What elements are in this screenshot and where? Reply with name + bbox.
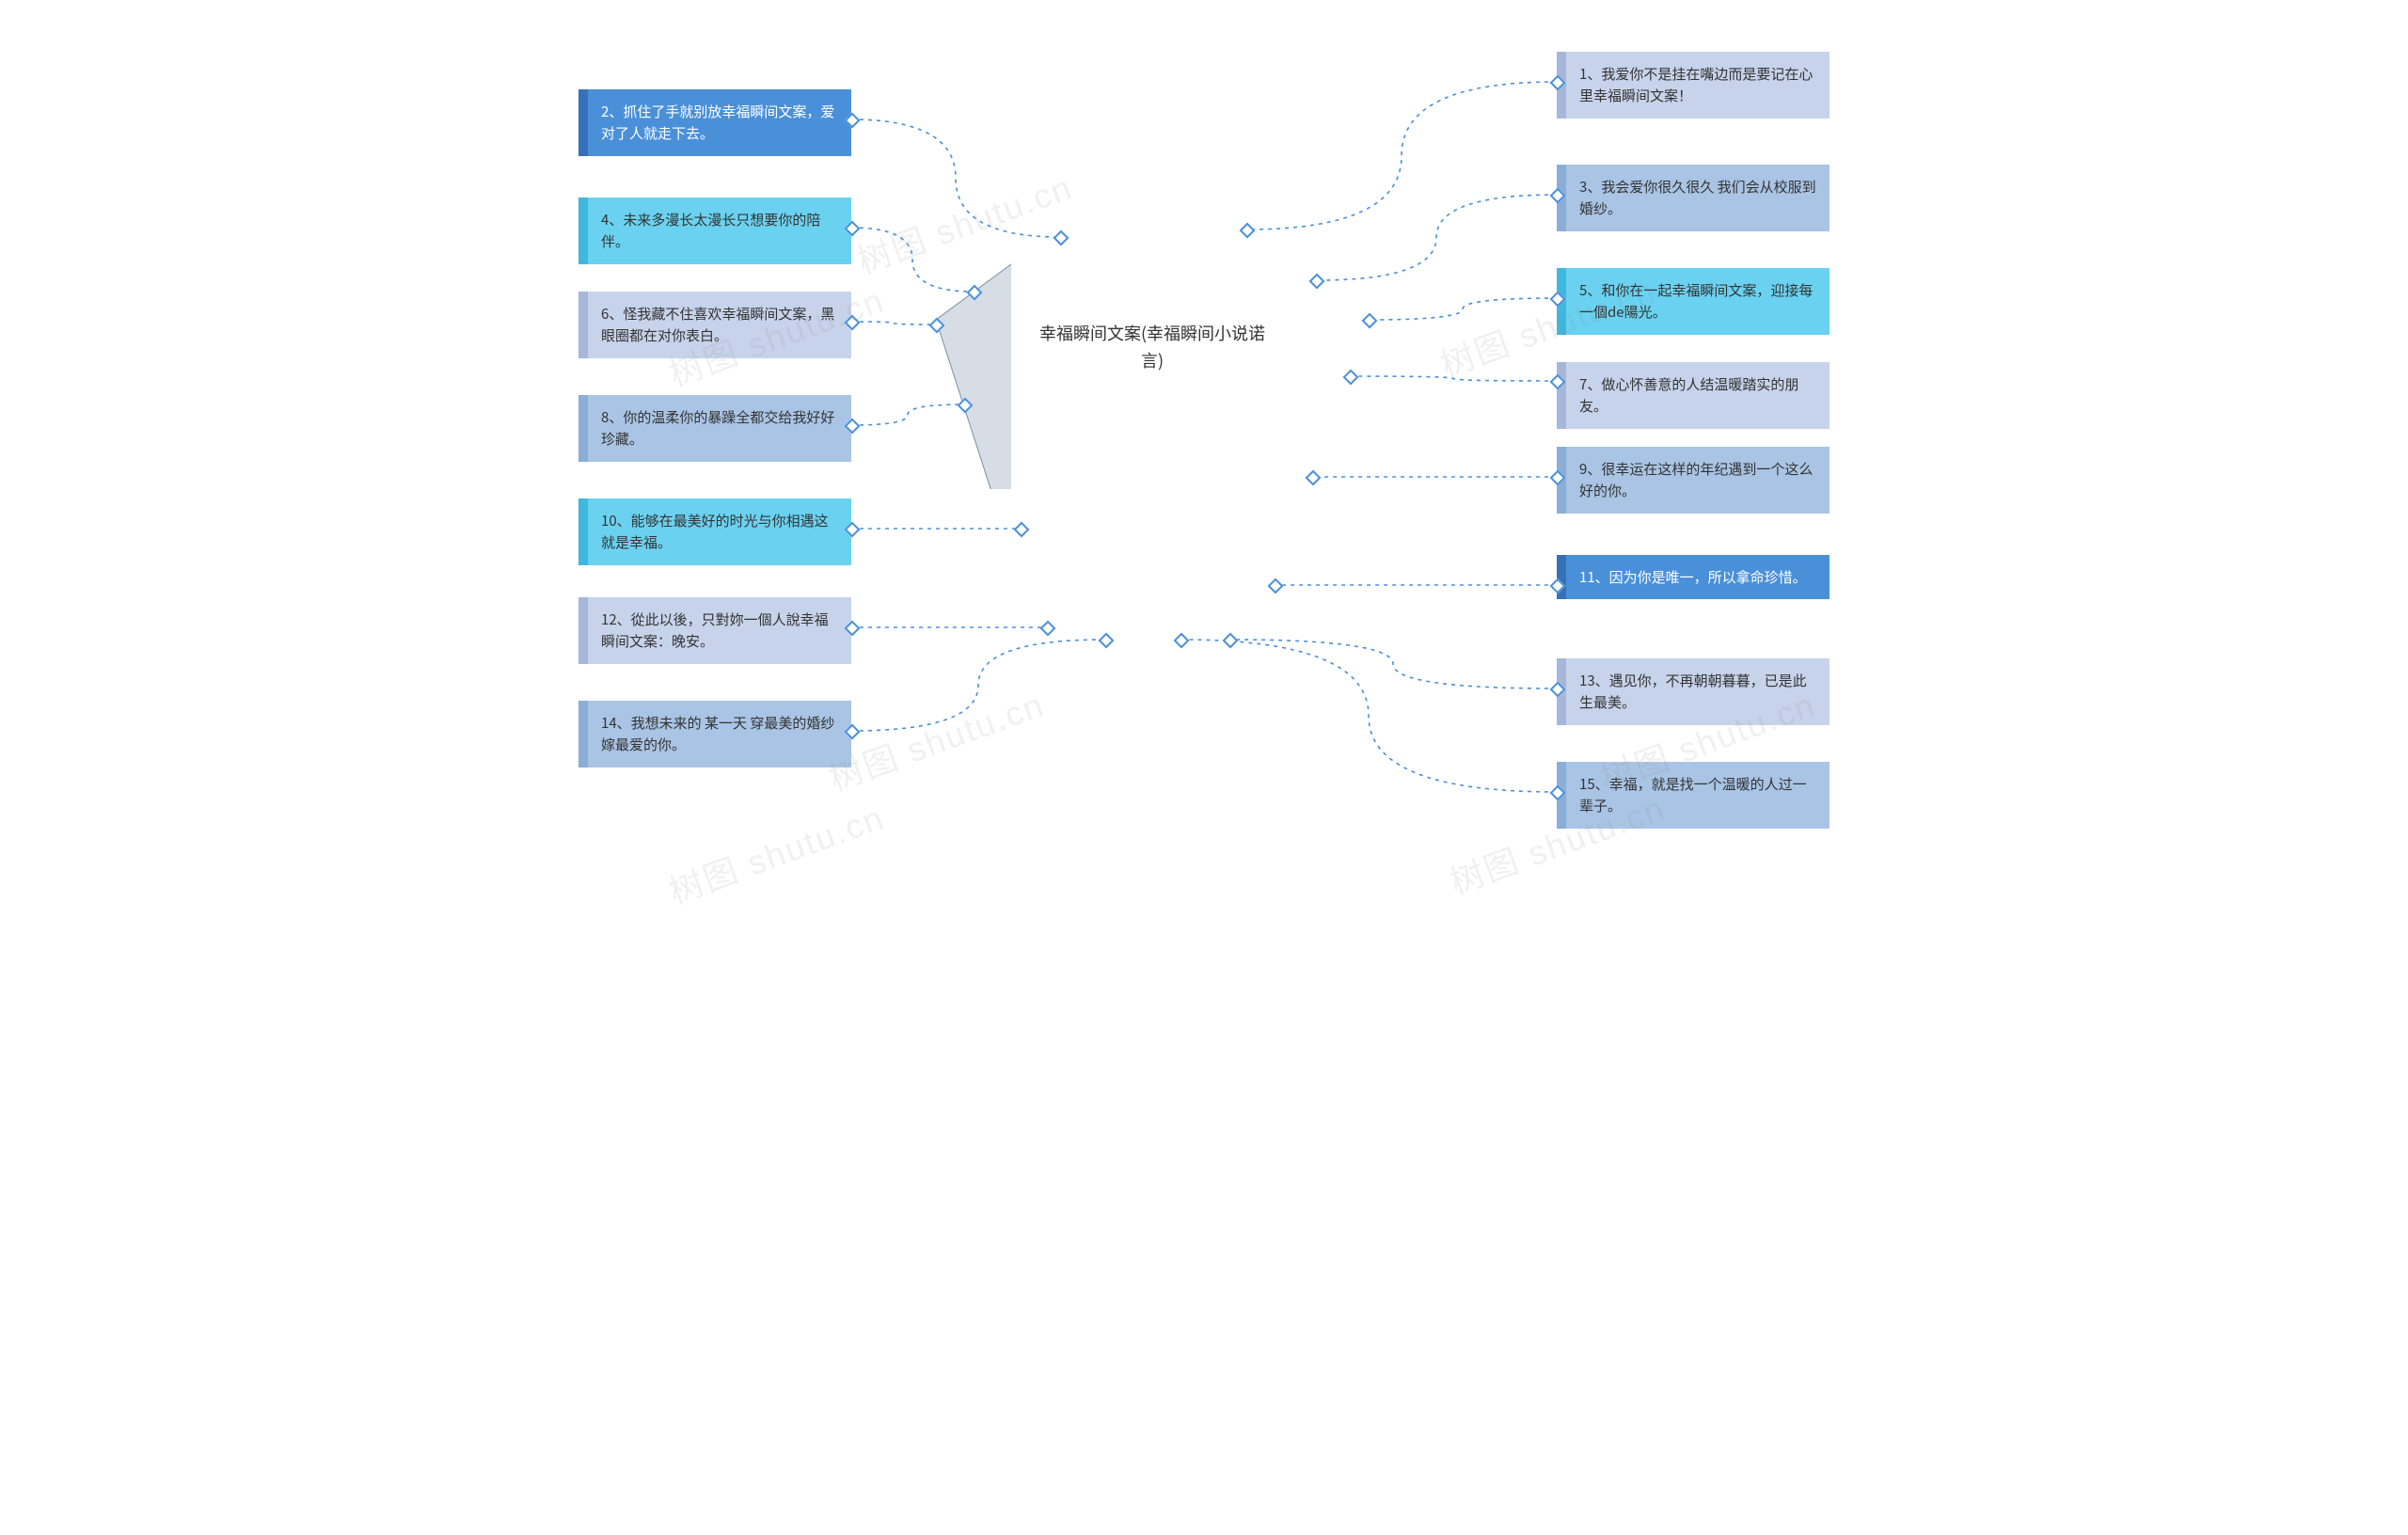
mindmap-node-text: 12、從此以後，只對妳一個人說幸福瞬间文案：晚安。 bbox=[601, 609, 829, 651]
connector-endpoint bbox=[1343, 370, 1359, 386]
mindmap-node: 1、我爱你不是挂在嘴边而是要记在心里幸福瞬间文案！ bbox=[1557, 52, 1830, 119]
center-topic-title: 幸福瞬间文案(幸福瞬间小说诺言) bbox=[1030, 320, 1275, 374]
watermark-text: 树图 shutu.cn bbox=[821, 678, 1050, 801]
mindmap-node: 11、因为你是唯一，所以拿命珍惜。 bbox=[1557, 555, 1830, 599]
mindmap-node: 15、幸福，就是找一个温暖的人过一辈子。 bbox=[1557, 762, 1830, 829]
connector-endpoint bbox=[1309, 274, 1325, 290]
mindmap-node: 4、未来多漫长太漫长只想要你的陪伴。 bbox=[578, 198, 851, 264]
mindmap-node: 7、做心怀善意的人结温暖踏实的朋友。 bbox=[1557, 362, 1830, 429]
mindmap-node-text: 9、很幸运在这样的年纪遇到一个这么好的你。 bbox=[1579, 459, 1813, 500]
mindmap-node-text: 3、我会爱你很久很久 我们会从校服到婚纱。 bbox=[1579, 177, 1816, 218]
mindmap-node-text: 10、能够在最美好的时光与你相遇这就是幸福。 bbox=[601, 511, 829, 552]
mindmap-node: 2、抓住了手就别放幸福瞬间文案，爱对了人就走下去。 bbox=[578, 89, 851, 156]
mindmap-node: 12、從此以後，只對妳一個人說幸福瞬间文案：晚安。 bbox=[578, 597, 851, 664]
connector-endpoint bbox=[1174, 633, 1190, 649]
connector-endpoint bbox=[1099, 633, 1115, 649]
connector-endpoint bbox=[1223, 633, 1239, 649]
connector-endpoint bbox=[1268, 578, 1284, 594]
mindmap-node-text: 7、做心怀善意的人结温暖踏实的朋友。 bbox=[1579, 374, 1798, 416]
mindmap-node-text: 11、因为你是唯一，所以拿命珍惜。 bbox=[1579, 567, 1807, 587]
mindmap-diagram: 幸福瞬间文案(幸福瞬间小说诺言) 2、抓住了手就别放幸福瞬间文案，爱对了人就走下… bbox=[522, 0, 1886, 870]
mindmap-node: 9、很幸运在这样的年纪遇到一个这么好的你。 bbox=[1557, 447, 1830, 514]
connector-endpoint bbox=[1014, 522, 1030, 538]
connector-endpoint bbox=[1054, 230, 1069, 246]
watermark-text: 树图 shutu.cn bbox=[661, 791, 890, 914]
mindmap-node-text: 2、抓住了手就别放幸福瞬间文案，爱对了人就走下去。 bbox=[601, 102, 834, 143]
connector-endpoint bbox=[1362, 313, 1378, 329]
mindmap-node-text: 13、遇见你，不再朝朝暮暮，已是此生最美。 bbox=[1579, 671, 1807, 712]
mindmap-node: 3、我会爱你很久很久 我们会从校服到婚纱。 bbox=[1557, 165, 1830, 231]
mindmap-node: 13、遇见你，不再朝朝暮暮，已是此生最美。 bbox=[1557, 658, 1830, 725]
mindmap-node-text: 8、你的温柔你的暴躁全都交给我好好珍藏。 bbox=[601, 407, 834, 449]
mindmap-node: 10、能够在最美好的时光与你相遇这就是幸福。 bbox=[578, 498, 851, 565]
connector-endpoint bbox=[1240, 223, 1256, 239]
mindmap-node-text: 15、幸福，就是找一个温暖的人过一辈子。 bbox=[1579, 774, 1807, 815]
mindmap-node-text: 4、未来多漫长太漫长只想要你的陪伴。 bbox=[601, 210, 820, 251]
mindmap-node: 8、你的温柔你的暴躁全都交给我好好珍藏。 bbox=[578, 395, 851, 462]
mindmap-node: 6、怪我藏不住喜欢幸福瞬间文案，黑眼圈都在对你表白。 bbox=[578, 292, 851, 358]
mindmap-node-text: 5、和你在一起幸福瞬间文案，迎接每一個de陽光。 bbox=[1579, 280, 1813, 322]
connector-endpoint bbox=[1306, 470, 1322, 486]
mindmap-node: 14、我想未来的 某一天 穿最美的婚纱 嫁最爱的你。 bbox=[578, 701, 851, 768]
mindmap-node-text: 1、我爱你不是挂在嘴边而是要记在心里幸福瞬间文案！ bbox=[1579, 64, 1813, 105]
mindmap-node-text: 6、怪我藏不住喜欢幸福瞬间文案，黑眼圈都在对你表白。 bbox=[601, 304, 834, 345]
mindmap-node: 5、和你在一起幸福瞬间文案，迎接每一個de陽光。 bbox=[1557, 268, 1830, 335]
mindmap-node-text: 14、我想未来的 某一天 穿最美的婚纱 嫁最爱的你。 bbox=[601, 713, 834, 754]
connector-endpoint bbox=[1040, 621, 1056, 637]
